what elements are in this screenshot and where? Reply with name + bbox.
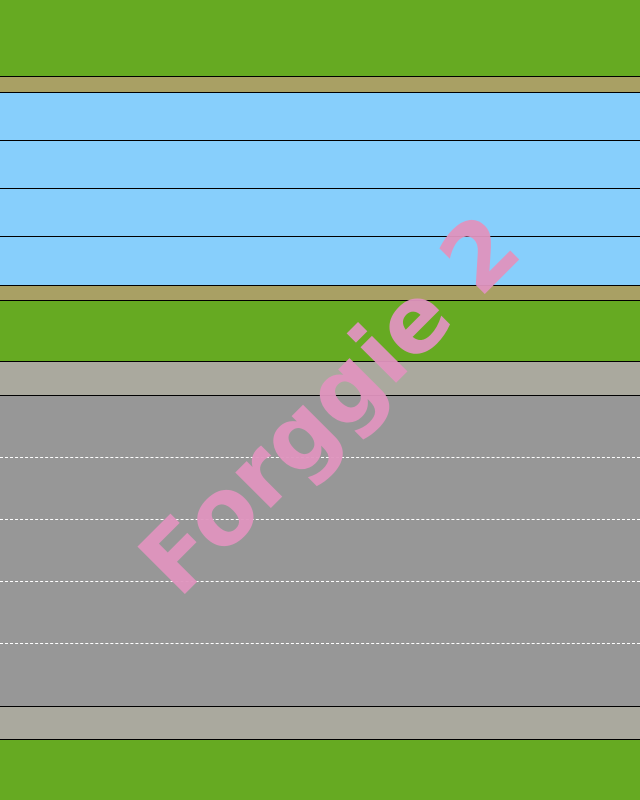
start-grass-strip [0,740,640,800]
road-lane [0,582,640,644]
sidewalk-top [0,362,640,396]
road-lane [0,458,640,520]
river-bank-top [0,76,640,93]
lane-divider [0,519,640,520]
goal-grass-strip [0,0,640,76]
river-bank-bottom [0,285,640,301]
lane-divider [0,581,640,582]
lane-divider [0,643,640,644]
water-lane [0,237,640,285]
water-lane [0,189,640,237]
lane-divider [0,457,640,458]
road-lane [0,396,640,458]
road-lane [0,644,640,706]
road-lane [0,520,640,582]
water-lane [0,93,640,141]
sidewalk-bottom [0,706,640,740]
safe-grass-strip [0,301,640,362]
water-lane [0,141,640,189]
